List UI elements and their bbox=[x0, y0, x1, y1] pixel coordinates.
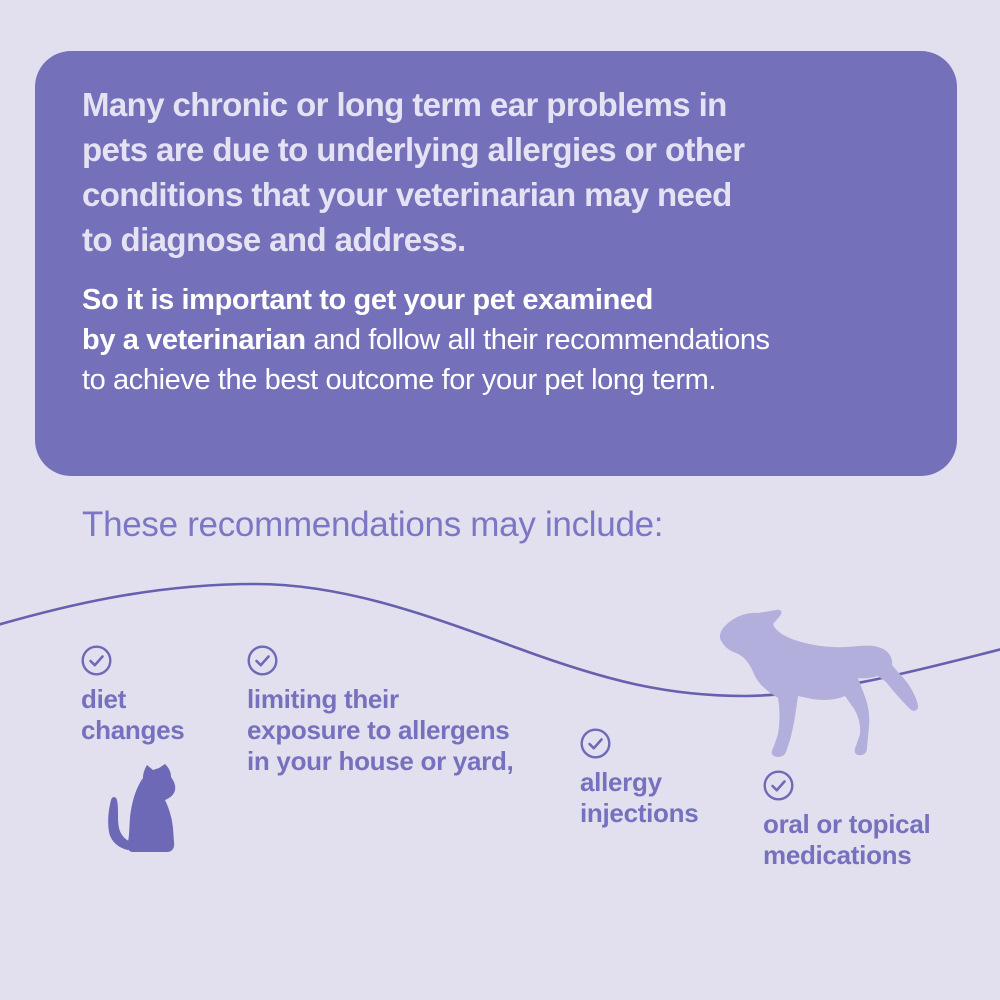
recommendation-item-diet-changes: diet changes bbox=[81, 645, 185, 746]
card-paragraph: So it is important to get your pet exami… bbox=[82, 280, 770, 400]
card-heading: Many chronic or long term ear problems i… bbox=[82, 82, 745, 262]
card-paragraph-line: by a veterinarian and follow all their r… bbox=[82, 324, 770, 356]
dog-silhouette-icon bbox=[719, 609, 919, 757]
recommendation-item-limit-exposure: limiting their exposure to allergens in … bbox=[247, 645, 514, 777]
card-heading-line: conditions that your veterinarian may ne… bbox=[82, 176, 732, 213]
card-paragraph-line: to achieve the best outcome for your pet… bbox=[82, 364, 717, 396]
recommendation-label: oral or topical medications bbox=[763, 809, 931, 870]
check-circle-icon bbox=[763, 770, 794, 801]
check-circle-icon bbox=[580, 728, 611, 759]
check-circle-icon bbox=[247, 645, 278, 676]
recommendation-label: diet changes bbox=[81, 684, 185, 745]
card-heading-line: to diagnose and address. bbox=[82, 221, 466, 258]
recommendation-item-oral-topical-medications: oral or topical medications bbox=[763, 770, 931, 871]
recommendation-label: limiting their exposure to allergens in … bbox=[247, 684, 514, 776]
recommendation-label: allergy injections bbox=[580, 767, 699, 828]
card-heading-line: Many chronic or long term ear problems i… bbox=[82, 86, 727, 123]
recommendations-heading: These recommendations may include: bbox=[82, 505, 664, 544]
recommendation-item-allergy-injections: allergy injections bbox=[580, 728, 699, 829]
check-circle-icon bbox=[81, 645, 112, 676]
card-heading-line: pets are due to underlying allergies or … bbox=[82, 131, 745, 168]
card-paragraph-line: So it is important to get your pet exami… bbox=[82, 284, 653, 316]
info-card: Many chronic or long term ear problems i… bbox=[35, 51, 957, 476]
cat-silhouette-icon bbox=[108, 764, 176, 852]
